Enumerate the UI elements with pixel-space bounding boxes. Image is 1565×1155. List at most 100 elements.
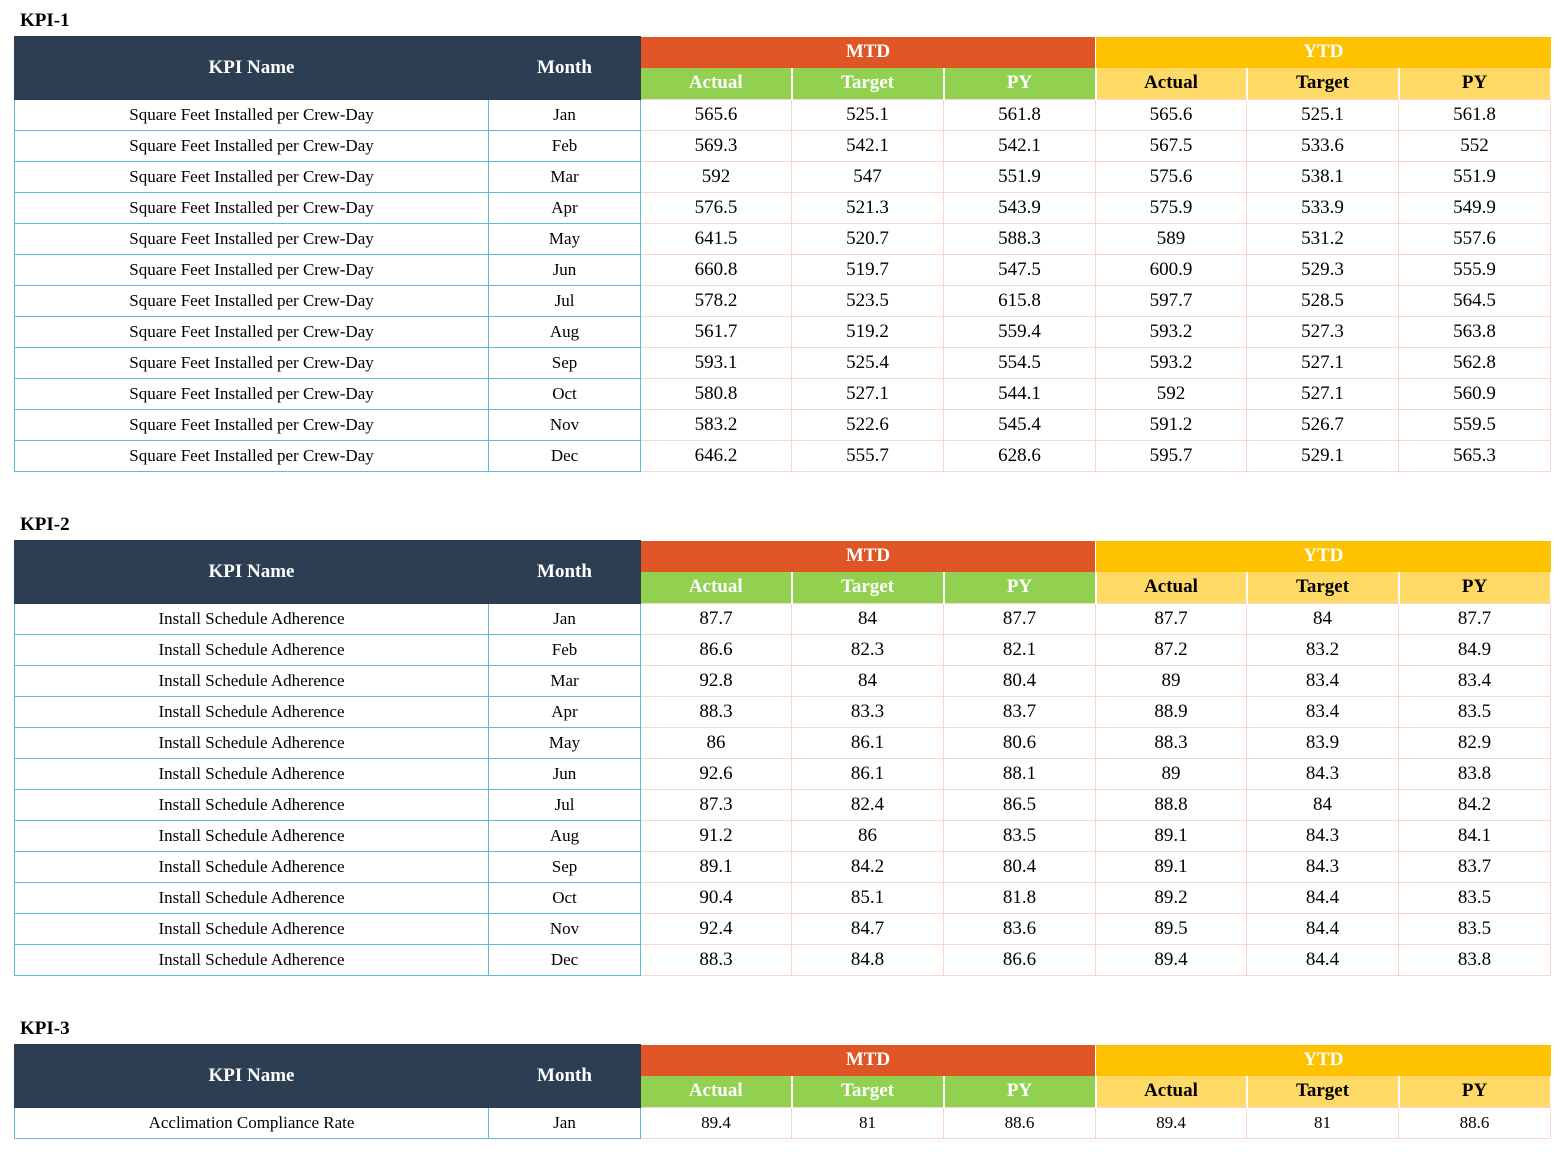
ytd-py-cell: 551.9	[1397, 160, 1552, 193]
ytd-target-cell: 525.1	[1246, 98, 1399, 131]
mtd-actual-cell: 576.5	[640, 191, 792, 224]
ytd-target-cell: 84.3	[1246, 819, 1399, 852]
mtd-actual-cell: 561.7	[640, 315, 792, 348]
ytd-target-cell: 533.6	[1246, 129, 1399, 162]
ytd-py-cell: 557.6	[1397, 222, 1552, 255]
table-row: Install Schedule Adherence Jun 92.6 86.1 88.…	[14, 757, 1552, 790]
table-row: Square Feet Installed per Crew-Day Mar 592…	[14, 160, 1552, 193]
mtd-py-cell: 561.8	[943, 98, 1096, 131]
mtd-target-header: Target	[791, 571, 945, 603]
ytd-actual-cell: 89.4	[1095, 1106, 1247, 1139]
ytd-py-cell: 83.4	[1397, 664, 1552, 697]
month-cell: Dec	[488, 439, 641, 472]
ytd-actual-cell: 88.3	[1095, 726, 1247, 759]
ytd-actual-cell: 597.7	[1095, 284, 1247, 317]
mtd-target-cell: 84	[791, 664, 944, 697]
mtd-py-cell: 554.5	[943, 346, 1096, 379]
mtd-target-cell: 527.1	[791, 377, 944, 410]
month-cell: Sep	[488, 346, 641, 379]
ytd-header: YTD	[1095, 1044, 1551, 1076]
mtd-actual-cell: 88.3	[640, 695, 792, 728]
mtd-py-cell: 80.6	[943, 726, 1096, 759]
ytd-py-cell: 562.8	[1397, 346, 1552, 379]
table-row: Install Schedule Adherence Apr 88.3 83.3 83.…	[14, 695, 1552, 728]
ytd-target-cell: 538.1	[1246, 160, 1399, 193]
mtd-py-cell: 83.7	[943, 695, 1096, 728]
month-cell: Mar	[488, 160, 641, 193]
table-row: Square Feet Installed per Crew-Day Oct 580…	[14, 377, 1552, 410]
ytd-target-cell: 527.1	[1246, 377, 1399, 410]
mtd-target-cell: 82.4	[791, 788, 944, 821]
kpi-name-cell: Square Feet Installed per Crew-Day	[14, 346, 489, 379]
mtd-py-cell: 81.8	[943, 881, 1096, 914]
mtd-target-cell: 84	[791, 602, 944, 635]
table-row: Install Schedule Adherence Jul 87.3 82.4 86.…	[14, 788, 1552, 821]
table-row: Square Feet Installed per Crew-Day Sep 593…	[14, 346, 1552, 379]
mtd-header: MTD	[640, 1044, 1096, 1076]
kpi-name-cell: Install Schedule Adherence	[14, 633, 489, 666]
ytd-target-cell: 84.3	[1246, 850, 1399, 883]
ytd-actual-header: Actual	[1095, 571, 1248, 603]
ytd-actual-header: Actual	[1095, 1075, 1248, 1107]
ytd-actual-cell: 575.6	[1095, 160, 1247, 193]
kpi-name-header: KPI Name	[14, 540, 489, 604]
ytd-py-cell: 559.5	[1397, 408, 1552, 441]
mtd-target-cell: 82.3	[791, 633, 944, 666]
mtd-actual-header: Actual	[640, 571, 793, 603]
ytd-target-cell: 531.2	[1246, 222, 1399, 255]
kpi-name-cell: Install Schedule Adherence	[14, 881, 489, 914]
table-row: Square Feet Installed per Crew-Day May 641…	[14, 222, 1552, 255]
mtd-target-cell: 86.1	[791, 726, 944, 759]
mtd-actual-cell: 88.3	[640, 943, 792, 976]
mtd-target-header: Target	[791, 1075, 945, 1107]
ytd-actual-cell: 89.1	[1095, 819, 1247, 852]
month-cell: Jun	[488, 757, 641, 790]
mtd-actual-cell: 583.2	[640, 408, 792, 441]
kpi-name-cell: Install Schedule Adherence	[14, 912, 489, 945]
ytd-py-cell: 565.3	[1397, 439, 1552, 472]
kpi-name-cell: Install Schedule Adherence	[14, 850, 489, 883]
month-cell: Nov	[488, 912, 641, 945]
mtd-actual-cell: 565.6	[640, 98, 792, 131]
month-header: Month	[488, 1044, 641, 1108]
month-cell: Feb	[488, 129, 641, 162]
mtd-py-cell: 551.9	[943, 160, 1096, 193]
ytd-target-cell: 84.4	[1246, 912, 1399, 945]
mtd-target-cell: 519.2	[791, 315, 944, 348]
month-header: Month	[488, 540, 641, 604]
mtd-actual-cell: 87.7	[640, 602, 792, 635]
ytd-actual-cell: 589	[1095, 222, 1247, 255]
month-cell: Jul	[488, 284, 641, 317]
ytd-py-cell: 564.5	[1397, 284, 1552, 317]
table-row: Install Schedule Adherence Sep 89.1 84.2 80.…	[14, 850, 1552, 883]
section-title: KPI-3	[20, 1018, 70, 1039]
ytd-target-cell: 81	[1246, 1106, 1399, 1139]
ytd-target-header: Target	[1246, 67, 1400, 99]
table-row: Square Feet Installed per Crew-Day Jul 578…	[14, 284, 1552, 317]
month-cell: Apr	[488, 191, 641, 224]
month-cell: Mar	[488, 664, 641, 697]
month-cell: Oct	[488, 881, 641, 914]
ytd-actual-cell: 593.2	[1095, 315, 1247, 348]
mtd-actual-cell: 92.6	[640, 757, 792, 790]
ytd-target-cell: 84.3	[1246, 757, 1399, 790]
kpi-name-cell: Install Schedule Adherence	[14, 726, 489, 759]
ytd-actual-cell: 87.7	[1095, 602, 1247, 635]
month-cell: Jan	[488, 1106, 641, 1139]
kpi-table: KPI Name Month MTD YTD Actual Target PY …	[14, 36, 1552, 472]
ytd-target-cell: 84.4	[1246, 881, 1399, 914]
ytd-actual-cell: 88.9	[1095, 695, 1247, 728]
ytd-target-cell: 83.4	[1246, 664, 1399, 697]
ytd-target-cell: 83.4	[1246, 695, 1399, 728]
month-cell: Oct	[488, 377, 641, 410]
ytd-target-cell: 84.4	[1246, 943, 1399, 976]
mtd-actual-cell: 86.6	[640, 633, 792, 666]
month-cell: Sep	[488, 850, 641, 883]
month-cell: Jun	[488, 253, 641, 286]
mtd-target-header: Target	[791, 67, 945, 99]
mtd-py-cell: 88.6	[943, 1106, 1096, 1139]
mtd-target-cell: 85.1	[791, 881, 944, 914]
mtd-py-cell: 86.6	[943, 943, 1096, 976]
mtd-target-cell: 522.6	[791, 408, 944, 441]
mtd-actual-cell: 641.5	[640, 222, 792, 255]
